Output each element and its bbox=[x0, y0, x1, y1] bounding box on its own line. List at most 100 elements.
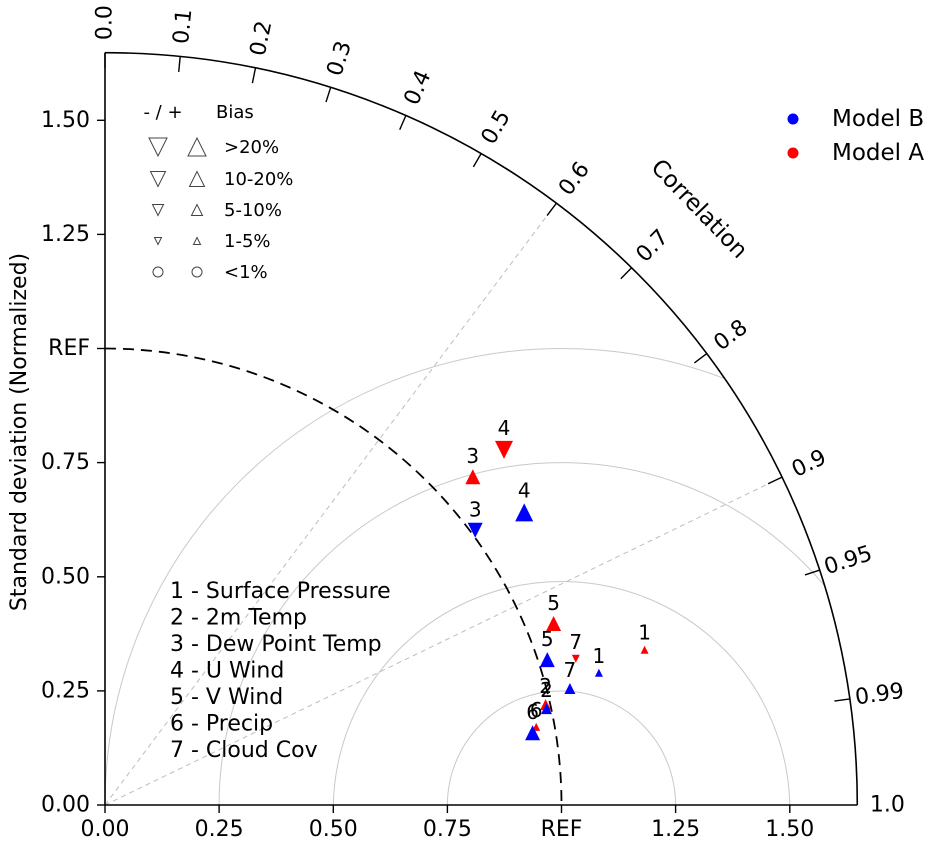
marker-model-b-var-3 bbox=[467, 522, 483, 538]
y-tick-label-0.75: 0.75 bbox=[41, 450, 90, 475]
bias-glyph-plus-row-0 bbox=[187, 136, 207, 157]
rms-arc-0.5 bbox=[332, 581, 791, 805]
bias-glyph-plus-row-4 bbox=[191, 266, 203, 278]
marker-model-b-var-2 bbox=[541, 703, 552, 715]
rms-arc-1 bbox=[105, 348, 858, 805]
marker-label-model-b-var-5: 5 bbox=[541, 627, 554, 651]
marker-label-model-b-var-3: 3 bbox=[469, 498, 482, 522]
corr-tick-label-0.6: 0.6 bbox=[554, 158, 595, 201]
corr-tick-0.99 bbox=[834, 698, 850, 702]
variable-key-item-4: 4 - U Wind bbox=[170, 659, 284, 684]
y-tick-label-0.50: 0.50 bbox=[41, 564, 90, 589]
x-tick-label-0.25: 0.25 bbox=[195, 817, 244, 842]
corr-tick-0.3 bbox=[325, 87, 332, 103]
variable-key-item-3: 3 - Dew Point Temp bbox=[170, 632, 382, 657]
x-tick-label-1.25: 1.25 bbox=[651, 817, 700, 842]
marker-label-model-a-var-7: 7 bbox=[569, 630, 582, 654]
y-tick-label-1.25: 1.25 bbox=[41, 222, 90, 247]
y-tick-label-1.50: 1.50 bbox=[41, 108, 90, 133]
chart-text: Standard deviation (Normalized) Correlat… bbox=[7, 102, 924, 763]
corr-tick-0.8 bbox=[693, 353, 708, 364]
bias-glyph-minus-row-4 bbox=[152, 266, 164, 278]
y-tick-label-0.25: 0.25 bbox=[41, 678, 90, 703]
bias-glyph-plus-row-3 bbox=[192, 236, 202, 245]
variable-key-item-2: 2 - 2m Temp bbox=[170, 606, 307, 631]
corr-tick-0.95 bbox=[804, 569, 820, 576]
bias-legend-signs-header: - / + bbox=[143, 102, 182, 123]
marker-model-a-var-3 bbox=[465, 469, 481, 485]
x-tick-label-REF: REF bbox=[541, 817, 583, 842]
bias-row-label-5-10: 5-10% bbox=[224, 200, 282, 221]
marker-model-b-var-7 bbox=[564, 683, 576, 694]
corr-tick-label-0.1: 0.1 bbox=[169, 8, 197, 45]
rms-arc-0.25 bbox=[446, 690, 677, 805]
variable-key-item-5: 5 - V Wind bbox=[170, 685, 283, 710]
x-tick-label-0.50: 0.50 bbox=[309, 817, 358, 842]
corr-tick-label-0.3: 0.3 bbox=[323, 38, 357, 79]
corr-tick-label-0.9: 0.9 bbox=[788, 445, 830, 483]
x-tick-label-0.75: 0.75 bbox=[423, 817, 472, 842]
bias-legend-title: Bias bbox=[216, 102, 254, 123]
bias-glyph-minus-row-2 bbox=[151, 204, 165, 217]
bias-glyph-minus-row-3 bbox=[153, 237, 163, 246]
model-a-legend-marker bbox=[787, 147, 799, 159]
corr-tick-label-0.0: 0.0 bbox=[93, 5, 118, 40]
marker-model-b-var-1 bbox=[594, 668, 603, 677]
corr-tick-0.6 bbox=[546, 202, 557, 217]
marker-label-model-a-var-6: 6 bbox=[530, 698, 543, 722]
bias-row-label-10-20: 10-20% bbox=[224, 169, 293, 190]
marker-label-model-a-var-2: 2 bbox=[539, 674, 552, 698]
corr-tick-label-0.4: 0.4 bbox=[400, 67, 437, 109]
y-axis-title: Standard deviation (Normalized) bbox=[7, 253, 32, 611]
bias-glyph-plus-row-1 bbox=[188, 170, 206, 187]
marker-model-b-var-4 bbox=[515, 503, 534, 522]
marker-model-a-var-1 bbox=[640, 645, 649, 654]
corr-tick-0.7 bbox=[620, 267, 633, 280]
marker-model-a-var-4 bbox=[495, 440, 513, 459]
corr-tick-label-0.99: 0.99 bbox=[854, 679, 906, 711]
bias-row-label-lt1: <1% bbox=[224, 262, 268, 283]
marker-model-a-var-5 bbox=[546, 616, 562, 631]
marker-label-model-a-var-1: 1 bbox=[638, 621, 651, 645]
corr-tick-0.4 bbox=[399, 115, 407, 130]
y-tick-label-0.00: 0.00 bbox=[41, 793, 90, 818]
bias-glyph-minus-row-1 bbox=[149, 171, 167, 188]
corr-tick-label-0.5: 0.5 bbox=[477, 106, 516, 149]
marker-model-b-var-6 bbox=[525, 725, 541, 741]
marker-label-model-b-var-4: 4 bbox=[518, 478, 531, 502]
y-tick-label-REF: REF bbox=[48, 336, 90, 361]
marker-model-b-var-5 bbox=[539, 652, 555, 668]
outer-arc bbox=[104, 51, 859, 806]
corr-tick-0.5 bbox=[472, 153, 482, 168]
model-b-legend-label: Model B bbox=[832, 106, 924, 132]
marker-label-model-a-var-4: 4 bbox=[498, 416, 511, 440]
variable-key-item-1: 1 - Surface Pressure bbox=[170, 579, 391, 604]
marker-label-model-b-var-1: 1 bbox=[593, 644, 606, 668]
corr-tick-label-0.95: 0.95 bbox=[821, 541, 875, 580]
ref-std-arc bbox=[104, 347, 563, 806]
corr-tick-label-1.0: 1.0 bbox=[870, 793, 905, 818]
corr-tick-0.2 bbox=[251, 67, 257, 84]
marker-model-a-var-7 bbox=[571, 654, 580, 663]
bias-row-label-gt20: >20% bbox=[224, 137, 279, 158]
corr-tick-0.1 bbox=[178, 56, 181, 72]
variable-key-item-6: 6 - Precip bbox=[170, 712, 273, 737]
corr-tick-label-0.7: 0.7 bbox=[632, 225, 674, 267]
marker-label-model-a-var-3: 3 bbox=[466, 444, 479, 468]
corr-tick-label-0.8: 0.8 bbox=[710, 315, 753, 356]
corr-tick-0.9 bbox=[767, 476, 783, 485]
bias-row-label-1-5: 1-5% bbox=[224, 231, 271, 252]
marker-label-model-b-var-6: 6 bbox=[526, 700, 539, 724]
marker-label-model-b-var-7: 7 bbox=[564, 658, 577, 682]
bias-glyph-minus-row-0 bbox=[148, 137, 168, 158]
model-a-legend-label: Model A bbox=[832, 140, 924, 166]
variable-key-item-7: 7 - Cloud Cov bbox=[170, 738, 318, 763]
x-tick-label-1.50: 1.50 bbox=[765, 817, 814, 842]
corr-tick-label-0.2: 0.2 bbox=[246, 19, 277, 58]
rms-arc-0.75 bbox=[218, 462, 858, 805]
marker-label-model-b-var-2: 2 bbox=[540, 678, 553, 702]
model-b-legend-marker bbox=[787, 113, 799, 125]
marker-label-model-a-var-5: 5 bbox=[547, 591, 560, 615]
